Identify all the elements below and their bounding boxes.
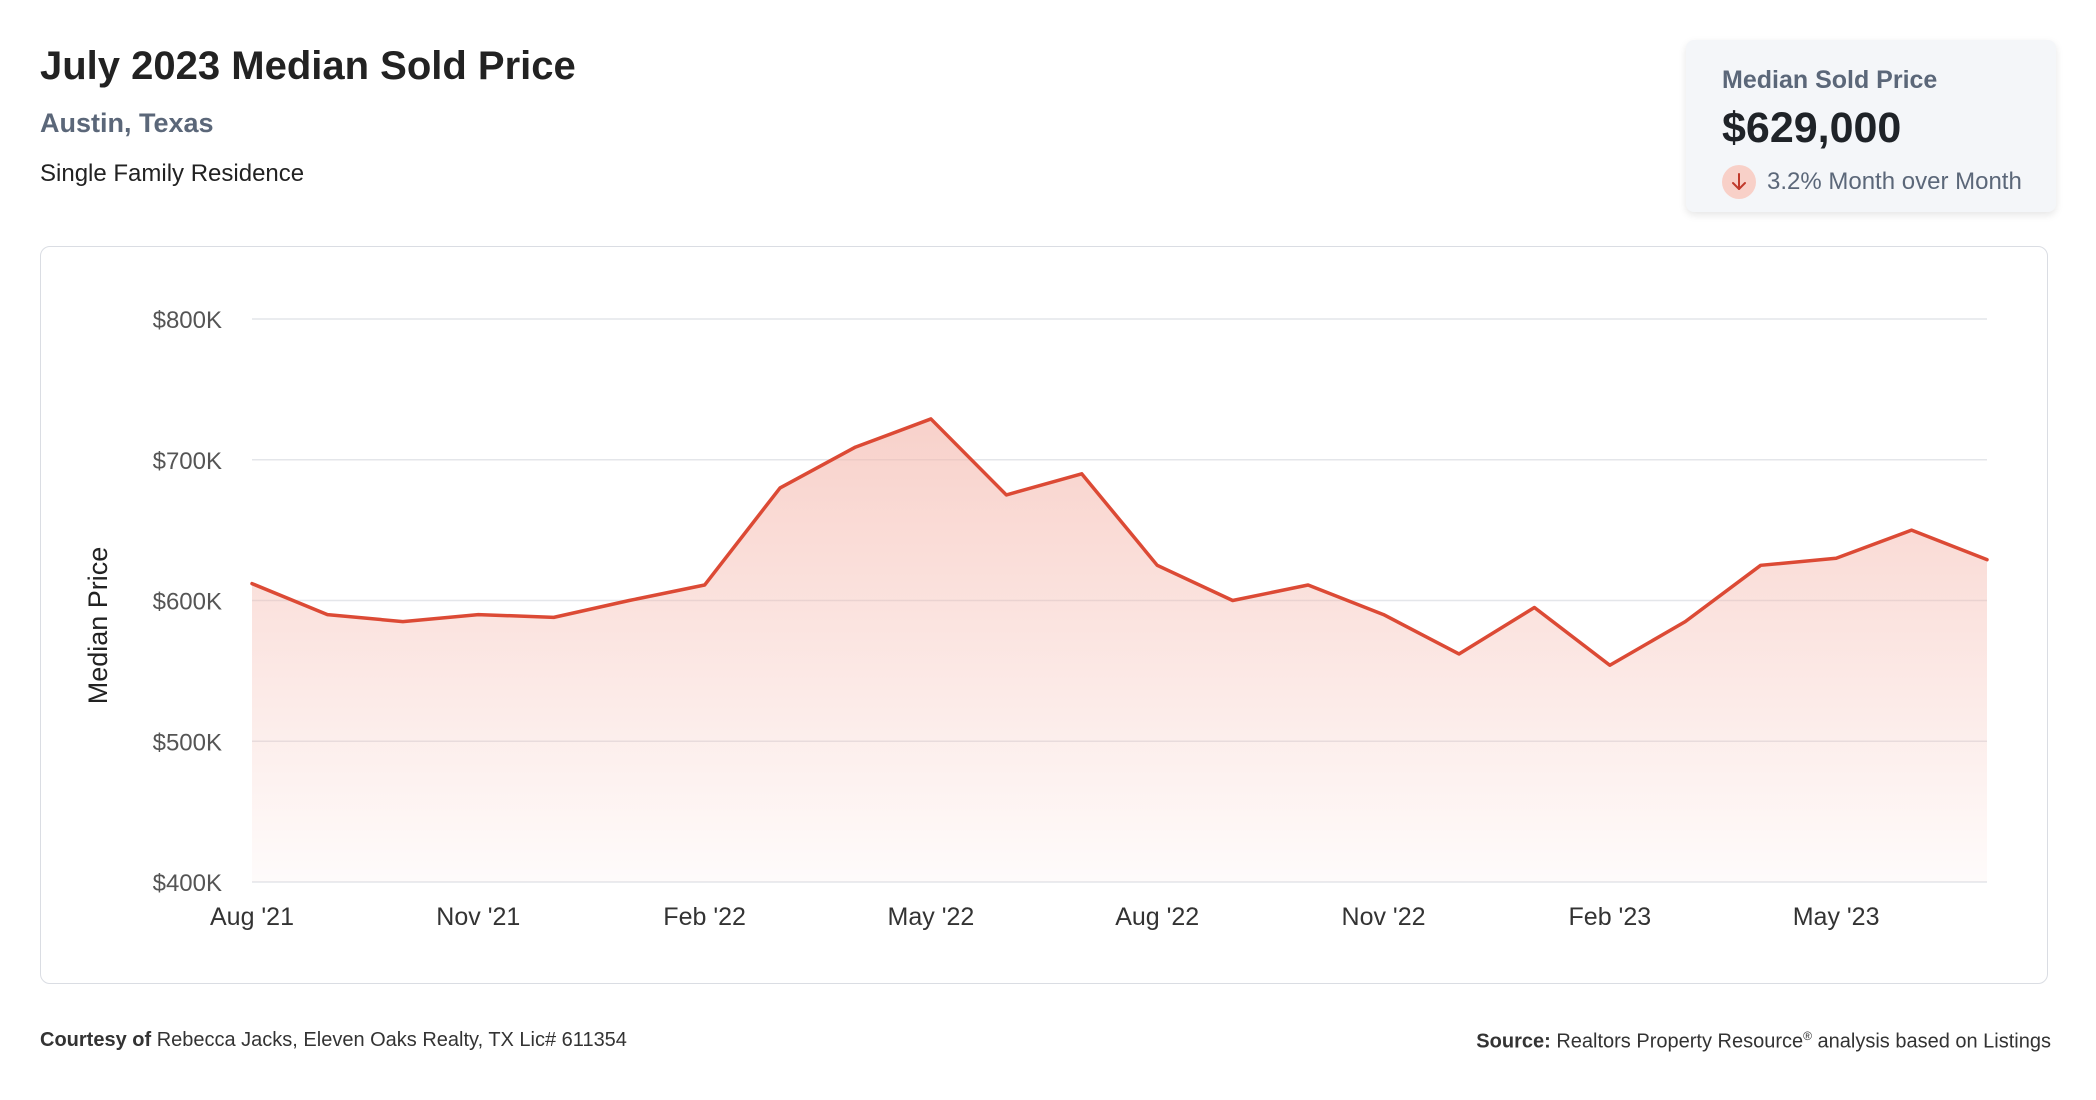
kpi-change-text: 3.2% Month over Month (1767, 168, 2022, 195)
kpi-value: $629,000 (1722, 104, 1902, 152)
x-tick-label: Aug '21 (210, 903, 294, 931)
property-type-label: Single Family Residence (40, 160, 305, 187)
price-area-fill (252, 418, 1987, 882)
x-tick-label: Feb '23 (1569, 903, 1652, 931)
x-tick-label: Nov '21 (436, 903, 520, 931)
kpi-label: Median Sold Price (1722, 66, 1938, 94)
y-axis-label: Median Price (83, 547, 113, 705)
x-tick-label: Nov '22 (1342, 903, 1426, 931)
arrow-down-icon (1722, 165, 1756, 199)
source-footer: Source: Realtors Property Resource® anal… (1476, 1029, 2051, 1054)
chart-card: $400K $500K $600K $700K $800K Aug '21 Nov '21 F… (40, 246, 2048, 984)
registered-mark: ® (1803, 1029, 1812, 1043)
courtesy-footer: Courtesy of Rebecca Jacks, Eleven Oaks R… (40, 1029, 627, 1052)
courtesy-label: Courtesy of (40, 1029, 152, 1051)
kpi-change: 3.2% Month over Month (1722, 164, 2022, 200)
x-tick-label: May '22 (888, 903, 975, 931)
x-tick-label: Feb '22 (663, 903, 746, 931)
courtesy-text: Rebecca Jacks, Eleven Oaks Realty, TX Li… (156, 1029, 627, 1051)
y-tick-label: $400K (153, 870, 222, 897)
y-tick-label: $800K (153, 307, 222, 334)
y-tick-label: $600K (153, 589, 222, 616)
location-subtitle: Austin, Texas (40, 108, 214, 138)
source-label: Source: (1476, 1030, 1551, 1053)
price-line (250, 417, 1989, 667)
chart-title: July 2023 Median Sold Price (40, 44, 576, 88)
median-price-chart: $400K $500K $600K $700K $800K Aug '21 Nov '21 F… (83, 307, 1989, 931)
kpi-card: Median Sold Price $629,000 3.2% Month ov… (1686, 40, 2056, 212)
x-tick-label: Aug '22 (1115, 903, 1199, 931)
x-tick-label: May '23 (1793, 903, 1880, 931)
y-tick-label: $700K (153, 448, 222, 475)
y-tick-label: $500K (153, 729, 222, 756)
source-suffix: analysis based on Listings (1817, 1030, 2051, 1053)
source-text: Realtors Property Resource (1556, 1030, 1804, 1053)
